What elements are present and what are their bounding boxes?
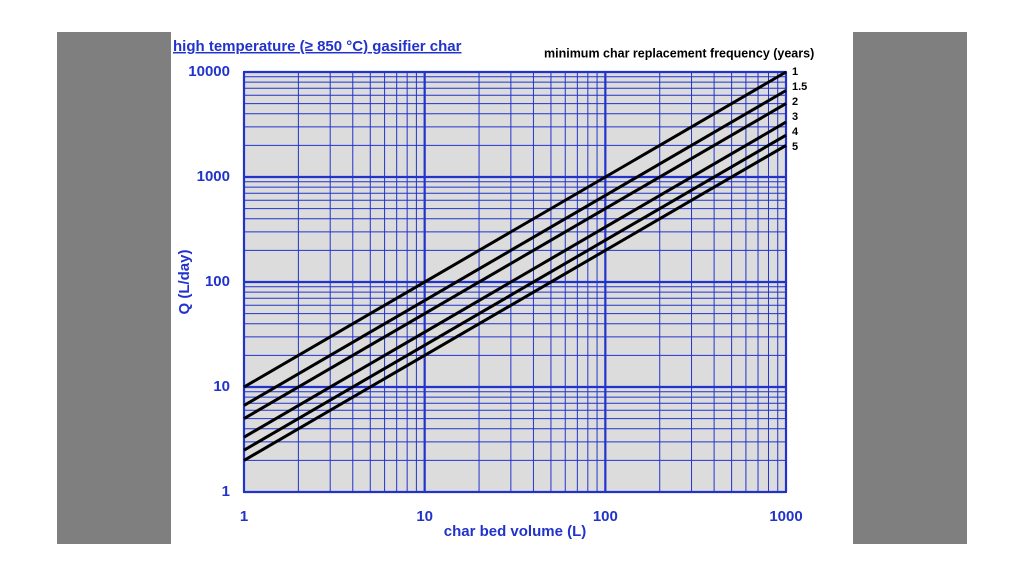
side-panel bbox=[853, 32, 967, 544]
x-tick-label: 1 bbox=[240, 508, 248, 525]
series-line bbox=[243, 89, 787, 407]
legend-label: 3 bbox=[792, 111, 798, 123]
x-tick-label: 1000 bbox=[769, 508, 802, 525]
side-panel bbox=[57, 32, 171, 544]
legend-label: 1 bbox=[792, 66, 798, 78]
series-line bbox=[243, 133, 787, 452]
series-line bbox=[243, 144, 787, 462]
y-tick-label: 10000 bbox=[188, 63, 230, 80]
legend-title: minimum char replacement frequency (year… bbox=[544, 46, 814, 60]
x-axis-label: char bed volume (L) bbox=[444, 523, 587, 540]
y-axis-label: Q (L/day) bbox=[176, 249, 193, 314]
y-tick-label: 1000 bbox=[197, 168, 230, 185]
x-tick-label: 100 bbox=[593, 508, 618, 525]
y-tick-label: 1 bbox=[222, 483, 230, 500]
x-tick-label: 10 bbox=[416, 508, 433, 525]
plot-border bbox=[243, 71, 787, 493]
legend-label: 5 bbox=[792, 141, 798, 153]
series-line bbox=[243, 120, 787, 439]
legend-label: 1.5 bbox=[792, 81, 807, 93]
chart-title: high temperature (≥ 850 °C) gasifier cha… bbox=[173, 38, 462, 55]
series-line bbox=[243, 102, 787, 420]
y-tick-label: 10 bbox=[213, 378, 230, 395]
y-tick-label: 100 bbox=[205, 273, 230, 290]
series-line bbox=[243, 70, 787, 389]
legend-label: 2 bbox=[792, 96, 798, 108]
legend-label: 4 bbox=[792, 126, 799, 138]
